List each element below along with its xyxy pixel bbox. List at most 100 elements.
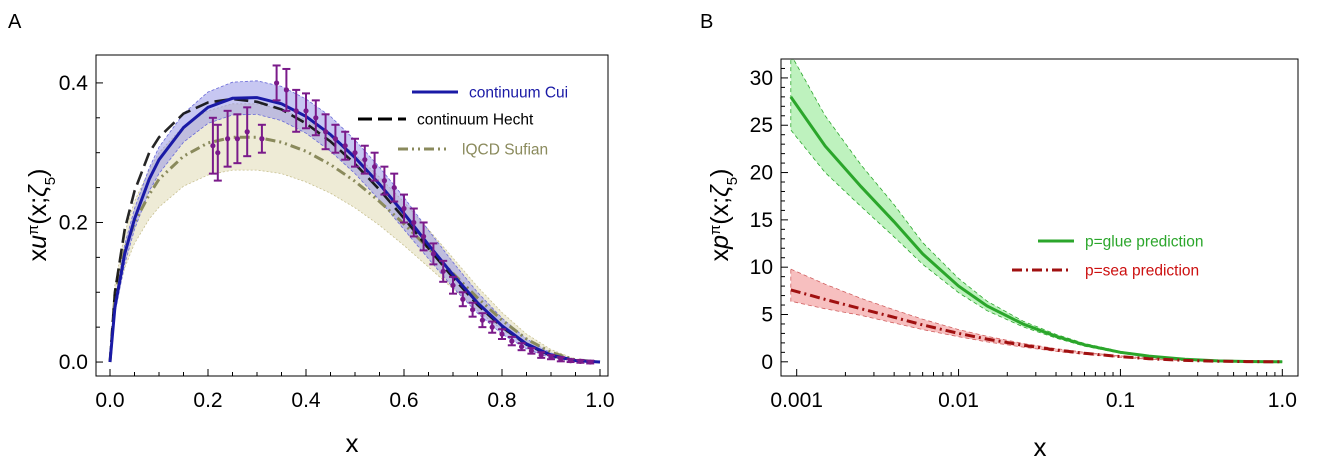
lattice-data-point <box>478 312 487 329</box>
data-marker <box>499 331 505 337</box>
legend-sufian-label: lQCD Sufian <box>462 142 548 159</box>
lattice-data-point <box>409 207 418 238</box>
lattice-data-point <box>243 106 252 158</box>
lattice-data-point <box>488 320 497 334</box>
data-marker <box>577 358 584 364</box>
legend-sea-label: p=sea prediction <box>1085 263 1199 280</box>
data-marker <box>283 87 289 93</box>
data-marker <box>259 136 265 142</box>
lattice-data-point <box>311 99 320 137</box>
x-tick-label: 0.1 <box>1106 389 1135 412</box>
x-tick-label: 0.01 <box>938 389 979 412</box>
y-tick-label: 10 <box>750 256 773 279</box>
data-marker <box>558 356 564 362</box>
lattice-data-point <box>292 88 301 133</box>
lattice-data-point <box>517 342 526 352</box>
x-tick-label: 0.001 <box>770 389 823 412</box>
data-marker <box>274 80 280 86</box>
panel-a-datapoints <box>208 64 595 365</box>
lattice-data-point <box>360 144 369 175</box>
panel-b-x-axis-label: x <box>1034 432 1047 460</box>
panel-a-legend: continuum Cui continuum Hecht lQCD Sufia… <box>358 85 568 159</box>
data-marker <box>234 136 240 142</box>
x-tick-label: 0.2 <box>193 389 222 412</box>
lattice-data-point <box>547 354 555 361</box>
data-marker <box>225 136 231 142</box>
data-marker <box>362 157 368 163</box>
x-tick-label: 0.0 <box>95 389 124 412</box>
data-marker <box>450 282 456 288</box>
data-marker <box>430 251 436 257</box>
data-marker <box>293 108 299 114</box>
panel-b-frame <box>780 58 1299 377</box>
sea-line <box>790 288 1283 364</box>
data-marker <box>568 358 574 364</box>
lattice-data-point <box>272 64 281 102</box>
lattice-data-point <box>566 358 575 364</box>
lattice-data-point <box>370 151 379 182</box>
lattice-data-point <box>302 92 310 130</box>
sea-uncertainty-band <box>790 268 1283 363</box>
data-marker <box>215 150 221 156</box>
data-marker <box>303 108 309 114</box>
lattice-data-point <box>507 335 516 347</box>
lattice-data-point <box>208 116 217 175</box>
panel-a-letter: A <box>8 11 22 33</box>
data-marker <box>421 233 427 240</box>
lattice-data-point <box>282 67 291 112</box>
panel-b-lines <box>789 96 1283 364</box>
legend-cui-label: continuum Cui <box>469 85 568 102</box>
lattice-data-point <box>468 301 477 318</box>
data-marker <box>372 164 378 170</box>
glue-line <box>789 96 1283 364</box>
panel-a-frame <box>95 54 609 377</box>
x-tick-label: 0.6 <box>389 389 418 412</box>
x-tick-label: 0.4 <box>291 389 321 412</box>
data-marker <box>519 344 525 350</box>
data-marker <box>470 307 476 313</box>
data-marker <box>460 296 466 302</box>
lattice-data-point <box>586 359 595 365</box>
data-marker <box>538 352 544 358</box>
lattice-data-point <box>223 109 232 168</box>
y-tick-label: 25 <box>750 114 773 137</box>
data-marker <box>411 219 417 226</box>
data-marker <box>313 115 319 121</box>
y-tick-label: 15 <box>750 209 773 232</box>
y-tick-label: 5 <box>761 303 773 326</box>
panel-b-legend: p=glue prediction p=sea prediction <box>1012 234 1204 280</box>
lattice-data-point <box>556 356 565 363</box>
data-marker <box>332 136 338 142</box>
panel-a-x-axis-label: x <box>346 428 359 458</box>
lattice-data-point <box>527 347 536 355</box>
lattice-data-point <box>341 130 350 161</box>
data-marker <box>479 317 485 323</box>
panel-b-y-axis-label: xpπ(x;ζ5) <box>706 169 741 262</box>
lattice-data-point <box>390 172 399 203</box>
data-marker <box>391 184 397 191</box>
data-marker <box>323 129 329 135</box>
y-tick-label: 0.4 <box>59 72 89 95</box>
lattice-data-point <box>351 137 359 168</box>
data-marker <box>244 129 250 135</box>
data-marker <box>210 143 216 149</box>
data-marker <box>548 354 554 360</box>
data-marker <box>440 268 446 274</box>
panel-a-plot: 0.0 0.2 0.4 0.6 0.8 1.00.00.20.4 x xuπ(x;ζ5) … <box>24 54 615 458</box>
data-marker <box>587 359 593 365</box>
y-tick-label: 20 <box>750 162 773 185</box>
data-marker <box>489 324 495 330</box>
data-marker <box>509 338 515 344</box>
y-tick-label: 0.0 <box>59 351 88 374</box>
cui-line <box>108 96 601 364</box>
x-tick-label: 0.8 <box>487 389 516 412</box>
y-tick-label: 0 <box>761 351 773 374</box>
panel-b-letter: B <box>700 11 713 33</box>
lattice-data-point <box>331 123 340 154</box>
lattice-data-point <box>429 242 438 266</box>
lattice-data-point <box>257 123 266 154</box>
data-marker <box>342 143 348 149</box>
lattice-data-point <box>213 123 222 182</box>
